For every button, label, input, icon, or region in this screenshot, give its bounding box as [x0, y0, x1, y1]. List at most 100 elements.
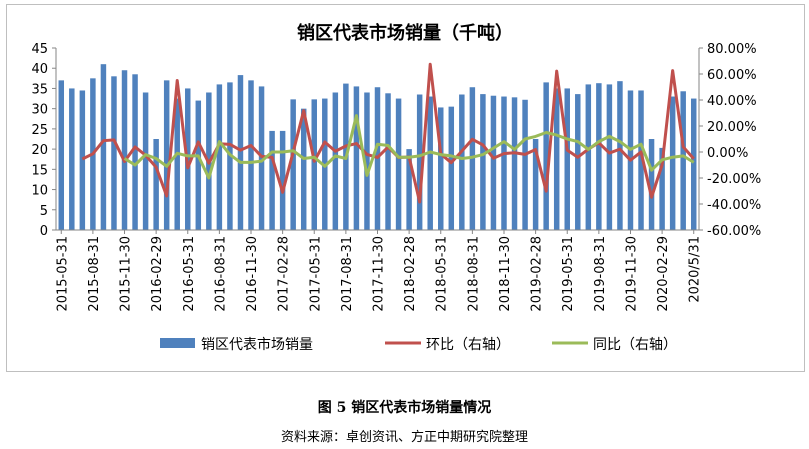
- x-tick-label: 2017-08-31: [340, 236, 355, 312]
- y-right-tick-label: 80.00%: [707, 42, 757, 57]
- x-tick-label: 2017-05-31: [308, 236, 323, 312]
- axes: 0 5 10 15 20 25 30 35 40 45 -60.00% -40.00% -20.00% 0…: [31, 42, 761, 312]
- y-right-tick-label: 40.00%: [707, 94, 757, 109]
- bar-sales: [416, 94, 423, 230]
- y-left-tick-label: 25: [31, 123, 48, 138]
- bar-sales: [680, 91, 686, 230]
- x-tick-label: 2015-08-31: [87, 236, 102, 312]
- figure-source: 资料来源：卓创资讯、方正中期研究院整理: [280, 430, 528, 445]
- bar-sales: [174, 98, 180, 230]
- legend-label: 环比（右轴）: [426, 337, 510, 353]
- y-right-tick-label: -40.00%: [707, 198, 761, 213]
- legend-item-sales: 销区代表市场销量: [160, 336, 313, 353]
- legend-label: 同比（右轴）: [593, 337, 677, 353]
- bar-sales: [669, 96, 676, 230]
- y-left-tick-label: 5: [40, 204, 48, 219]
- x-tick-label: 2015-05-31: [55, 236, 70, 312]
- x-tick-label: 2018-08-31: [466, 236, 481, 312]
- bar-sales: [690, 98, 697, 230]
- chart-frame: 销区代表市场销量（千吨） 0 5 10 15 20 25 30 35 40 45 -60.00% -4…: [6, 4, 805, 372]
- bar-sales: [121, 70, 128, 231]
- x-tick-label: 2019-05-31: [561, 236, 576, 312]
- bar-sales: [659, 147, 665, 230]
- bar-sales: [258, 86, 265, 230]
- bar-sales: [300, 108, 307, 230]
- x-tick-label: 2016-11-30: [245, 236, 260, 312]
- bar-sales: [511, 97, 518, 230]
- bar-sales: [311, 99, 317, 230]
- bar-sales: [585, 84, 592, 231]
- bar-sales: [69, 88, 75, 230]
- line-series: [81, 62, 695, 204]
- bar-sales: [532, 139, 539, 230]
- legend-item-yoy: 同比（右轴）: [552, 337, 677, 353]
- bar-sales: [385, 93, 391, 230]
- y-left-tick-label: 30: [31, 103, 48, 118]
- y-right-tick-label: 0.00%: [707, 146, 748, 161]
- bar-sales: [406, 149, 412, 230]
- x-tick-label: 2020/5/31: [688, 236, 703, 303]
- bar-sales: [543, 82, 549, 230]
- bar-sales: [564, 88, 570, 230]
- bar-sales: [553, 88, 560, 230]
- x-tick-label: 2018-02-28: [403, 236, 418, 312]
- legend-swatch: [160, 338, 195, 348]
- bar-sales: [132, 74, 138, 230]
- y-left-tick-label: 0: [40, 224, 48, 239]
- bar-sales: [364, 92, 370, 231]
- y-right-tick-label: -20.00%: [707, 172, 761, 187]
- bar-sales: [606, 84, 613, 231]
- bar-sales: [501, 96, 507, 230]
- bar-sales: [195, 100, 202, 230]
- y-left-tick-label: 15: [31, 163, 48, 178]
- y-right-tick-label: 20.00%: [707, 120, 757, 135]
- x-tick-label: 2019-02-28: [530, 236, 545, 312]
- bar-sales: [332, 92, 339, 231]
- x-tick-label: 2019-08-31: [593, 236, 608, 312]
- x-tick-label: 2018-05-31: [435, 236, 450, 312]
- legend: 销区代表市场销量 环比（右轴） 同比（右轴）: [160, 336, 677, 353]
- bar-sales: [459, 94, 465, 230]
- bar-sales: [490, 95, 497, 230]
- y-right-tick-label: 60.00%: [707, 68, 757, 83]
- x-tick-label: 2017-11-30: [372, 236, 387, 312]
- bar-sales: [596, 83, 602, 230]
- bar-sales: [100, 64, 107, 231]
- bar-sales: [111, 76, 117, 230]
- x-tick-label: 2020-02-29: [656, 236, 671, 312]
- bar-sales: [395, 98, 402, 230]
- y-left-tick-label: 35: [31, 82, 48, 97]
- bar-sales: [163, 80, 170, 230]
- bar-sales: [427, 96, 433, 230]
- bar-sales: [438, 107, 444, 230]
- y-right-tick-label: -60.00%: [707, 224, 761, 239]
- x-tick-label: 2016-08-31: [213, 236, 228, 312]
- chart-svg: 销区代表市场销量（千吨） 0 5 10 15 20 25 30 35 40 45 -60.00% -4…: [31, 22, 761, 353]
- bar-sales: [290, 99, 296, 230]
- bar-sales: [58, 80, 65, 230]
- figure-caption: 图 5 销区代表市场销量情况: [317, 400, 492, 416]
- y-left-tick-label: 20: [31, 143, 48, 158]
- y-left-tick-label: 45: [31, 42, 48, 57]
- bar-sales: [269, 130, 275, 230]
- x-tick-label: 2019-11-30: [624, 236, 639, 312]
- bar-sales: [216, 84, 223, 231]
- bar-sales: [279, 130, 286, 230]
- bar-sales: [79, 90, 86, 230]
- bar-sales: [638, 90, 644, 230]
- bar-sales: [575, 94, 581, 230]
- bar-sales: [648, 139, 655, 230]
- x-tick-label: 2016-02-29: [150, 236, 165, 312]
- x-tick-label: 2017-02-28: [277, 236, 292, 312]
- bar-sales: [522, 99, 528, 231]
- chart-title: 销区代表市场销量（千吨）: [297, 22, 513, 44]
- x-tick-label: 2018-11-30: [498, 236, 513, 312]
- legend-item-mom: 环比（右轴）: [385, 337, 510, 353]
- bar-sales: [248, 80, 254, 230]
- bar-sales: [448, 106, 455, 230]
- bar-sales: [480, 94, 486, 230]
- x-tick-label: 2016-05-31: [182, 236, 197, 312]
- bar-sales: [153, 139, 159, 230]
- y-left-tick-label: 10: [31, 184, 48, 199]
- legend-label: 销区代表市场销量: [201, 336, 313, 353]
